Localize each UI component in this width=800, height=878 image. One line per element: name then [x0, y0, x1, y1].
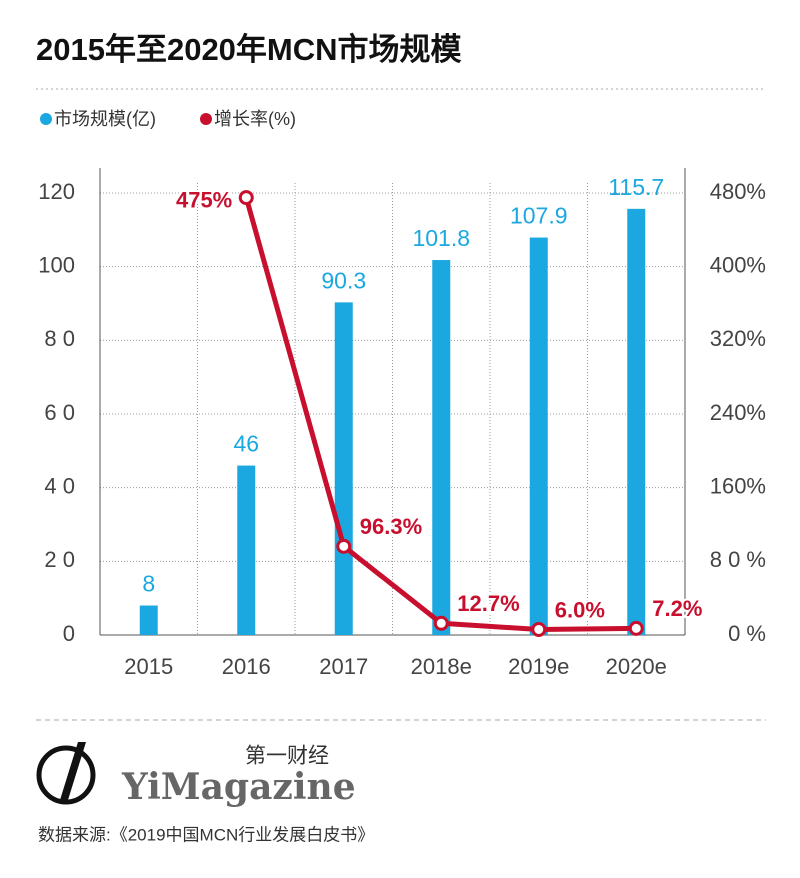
bar: [432, 260, 451, 635]
line-point: [433, 615, 449, 631]
line-point: [531, 621, 547, 637]
legend-label: 增长率(%): [214, 109, 296, 129]
y2-tick-label: 400%: [710, 252, 766, 277]
y2-tick-label: 160%: [710, 473, 766, 498]
line-point: [238, 190, 254, 206]
bar: [627, 208, 646, 636]
legend-label: 市场规模(亿): [54, 109, 156, 129]
bar-value-label: 107.9: [510, 203, 568, 229]
line-point: [336, 538, 352, 554]
brand: YiMagazine: [121, 766, 356, 808]
y-tick-label: 6 0: [44, 400, 75, 425]
line-point: [628, 620, 644, 636]
y-tick-label: 2 0: [44, 547, 75, 572]
logo-ring: [36, 745, 96, 805]
brand-cn: 第一财经: [245, 745, 329, 768]
logo-one: [60, 742, 86, 800]
bar-value-label: 115.7: [608, 174, 664, 200]
legend-swatch: [200, 113, 212, 125]
chart-title: 2015年至2020年MCN市场规模: [36, 32, 462, 67]
bar-value-label: 8: [142, 571, 155, 597]
line-value-label: 475%: [176, 187, 232, 212]
line-value-label: 6.0%: [555, 597, 605, 622]
y-tick-label: 100: [38, 252, 75, 277]
x-tick-label: 2019e: [508, 654, 569, 679]
bar: [237, 465, 256, 635]
x-tick-label: 2015: [124, 654, 173, 679]
y2-tick-label: 320%: [710, 326, 766, 351]
legend-swatch: [40, 113, 52, 125]
y-tick-label: 120: [38, 179, 75, 204]
y-tick-label: 0: [63, 621, 75, 646]
bar-value-label: 46: [233, 431, 259, 457]
x-tick-label: 2018e: [411, 654, 472, 679]
line-value-label: 96.3%: [360, 514, 422, 539]
bar: [139, 605, 158, 635]
x-tick-label: 2017: [319, 654, 368, 679]
bar-value-label: 101.8: [412, 225, 470, 251]
bar: [529, 237, 548, 635]
bar: [334, 302, 353, 635]
bar-value-label: 90.3: [321, 267, 366, 293]
x-tick-label: 2020e: [606, 654, 667, 679]
y-tick-label: 4 0: [44, 473, 75, 498]
y2-tick-label: 0 %: [728, 621, 766, 646]
y-tick-label: 8 0: [44, 326, 75, 351]
source: 数据来源:《2019中国MCN行业发展白皮书》: [38, 825, 374, 844]
y2-tick-label: 240%: [710, 400, 766, 425]
logo: [36, 742, 96, 805]
line-value-label: 7.2%: [652, 596, 702, 621]
y2-tick-label: 480%: [710, 179, 766, 204]
x-tick-label: 2016: [222, 654, 271, 679]
line-value-label: 12.7%: [457, 591, 519, 616]
y2-tick-label: 8 0 %: [710, 547, 766, 572]
